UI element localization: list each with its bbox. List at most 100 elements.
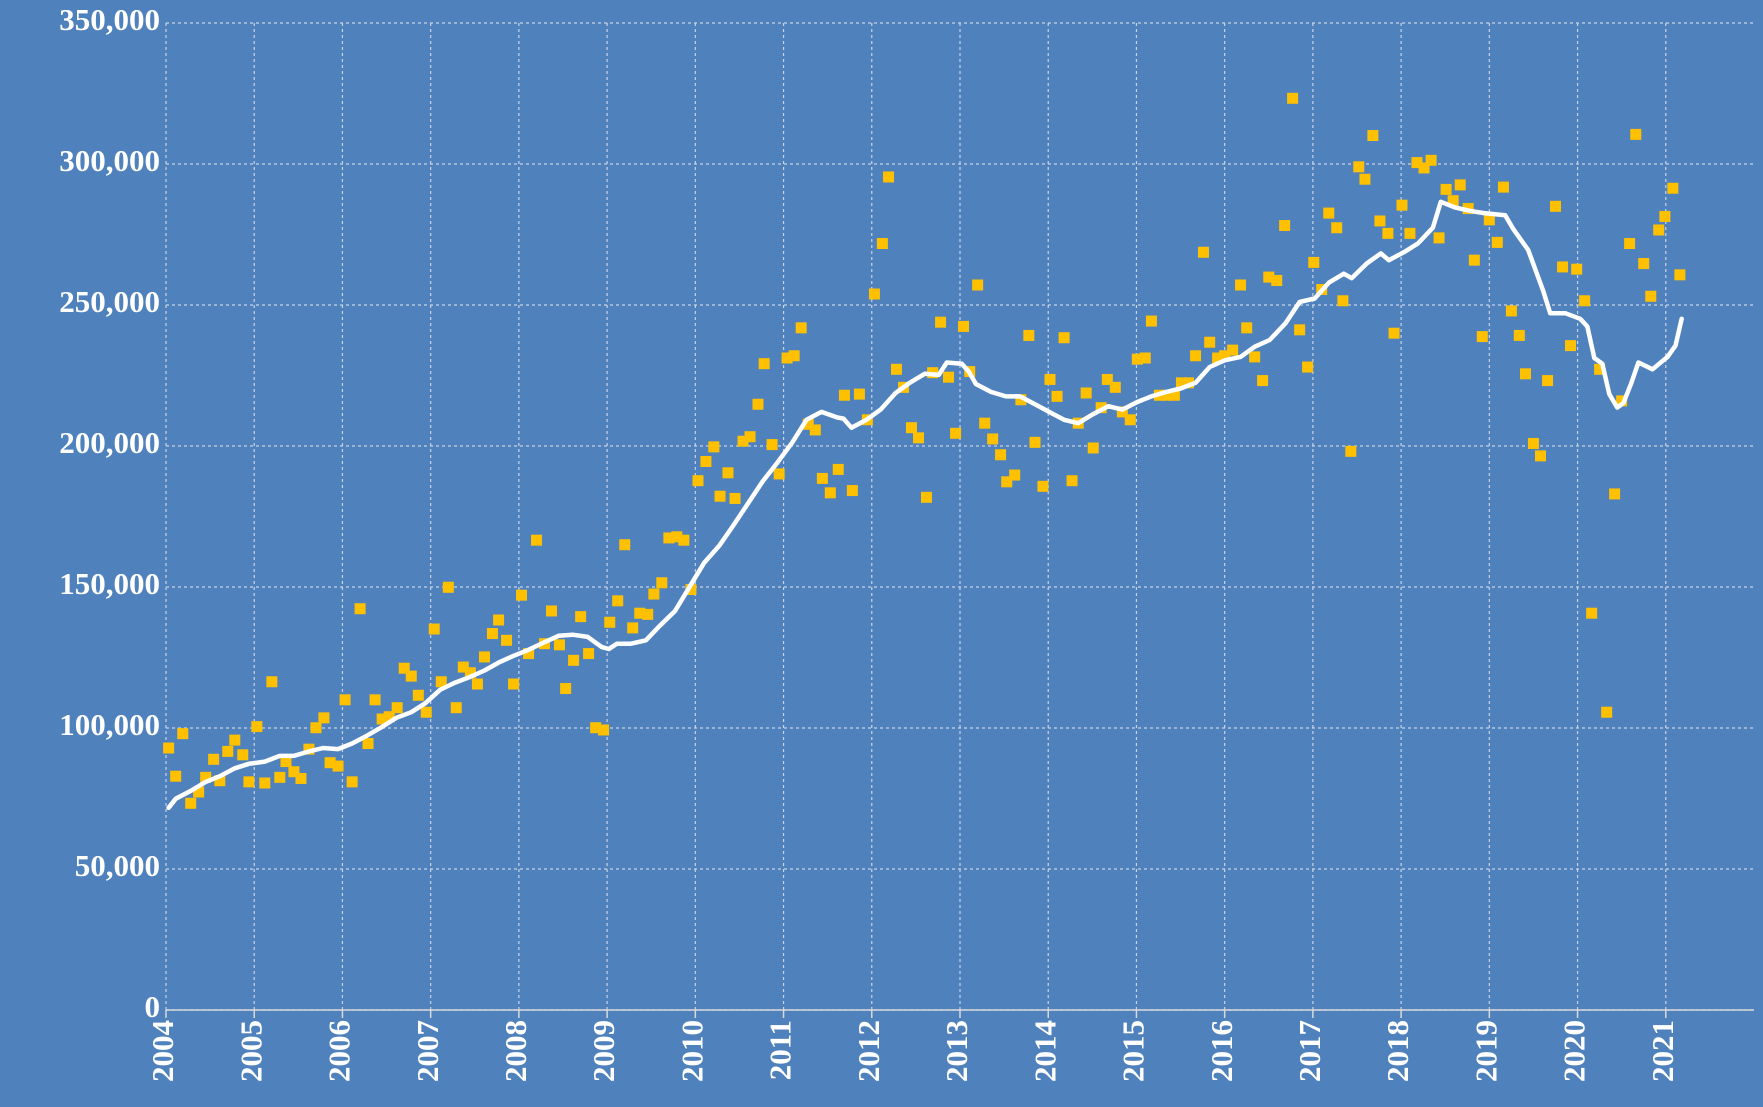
scatter-point	[1579, 295, 1591, 307]
x-tick-label: 2006	[322, 1020, 357, 1082]
scatter-point	[193, 786, 205, 798]
scatter-point	[508, 678, 520, 690]
scatter-point	[516, 589, 528, 601]
scatter-point	[708, 441, 720, 453]
scatter-point	[832, 463, 844, 475]
scatter-point	[1586, 607, 1598, 619]
scatter-point	[692, 475, 704, 487]
scatter-point	[758, 358, 770, 370]
scatter-point	[493, 614, 505, 626]
scatter-point	[1454, 179, 1466, 191]
scatter-point	[259, 777, 271, 789]
scatter-point	[354, 603, 366, 615]
scatter-point	[729, 492, 741, 504]
scatter-point	[1263, 271, 1275, 283]
scatter-point	[1058, 332, 1070, 344]
scatter-point	[950, 427, 962, 439]
scatter-point	[1168, 389, 1180, 401]
scatter-point	[766, 439, 778, 451]
scatter-point	[1101, 373, 1113, 385]
scatter-point	[1425, 154, 1437, 166]
scatter-point	[590, 722, 602, 734]
scatter-point	[471, 678, 483, 690]
scatter-point	[376, 713, 388, 725]
scatter-point	[280, 756, 292, 768]
scatter-point	[979, 417, 991, 429]
y-tick-label: 200,000	[59, 425, 160, 460]
scatter-point	[1279, 219, 1291, 231]
scatter-point	[1440, 183, 1452, 195]
x-tick-label: 2019	[1468, 1020, 1503, 1082]
scatter-point	[1491, 236, 1503, 248]
scatter-point	[1645, 290, 1657, 302]
y-tick-label: 50,000	[75, 848, 160, 883]
scatter-point	[288, 766, 300, 778]
scatter-point	[1294, 324, 1306, 336]
y-tick-label: 150,000	[59, 566, 160, 601]
scatter-point	[809, 424, 821, 436]
scatter-point	[486, 628, 498, 640]
scatter-point	[958, 320, 970, 332]
scatter-point	[795, 322, 807, 334]
scatter-point	[1497, 181, 1509, 193]
x-tick-label: 2009	[586, 1020, 621, 1082]
scatter-point	[1331, 222, 1343, 234]
scatter-point	[1249, 351, 1261, 363]
scatter-point	[737, 435, 749, 447]
scatter-point	[428, 623, 440, 635]
scatter-point	[868, 288, 880, 300]
scatter-point	[1483, 214, 1495, 226]
scatter-point	[295, 772, 307, 784]
scatter-point	[604, 616, 616, 628]
scatter-point	[369, 694, 381, 706]
scatter-point	[222, 745, 234, 757]
scatter-point	[838, 389, 850, 401]
scatter-point	[714, 490, 726, 502]
scatter-point	[612, 595, 624, 607]
scatter-point	[1674, 269, 1686, 281]
x-tick-label: 2010	[674, 1020, 709, 1082]
x-tick-label: 2016	[1204, 1020, 1239, 1082]
scatter-point	[163, 742, 175, 754]
scatter-point	[671, 531, 683, 543]
scatter-point	[1257, 375, 1269, 387]
scatter-point	[1182, 377, 1194, 389]
scatter-point	[1542, 375, 1554, 387]
scatter-point	[1160, 389, 1172, 401]
scatter-point	[685, 584, 697, 596]
scatter-point	[1029, 436, 1041, 448]
scatter-point	[1087, 442, 1099, 454]
scatter-point	[1015, 394, 1027, 406]
scatter-point	[1009, 469, 1021, 481]
scatter-point	[1513, 329, 1525, 341]
scatter-point	[405, 670, 417, 682]
scatter-point	[1616, 395, 1628, 407]
scatter-point	[1396, 199, 1408, 211]
scatter-point	[274, 771, 286, 783]
scatter-point	[1241, 322, 1253, 334]
x-tick-label: 2020	[1557, 1020, 1592, 1082]
x-tick-label: 2014	[1027, 1020, 1062, 1082]
scatter-point	[781, 352, 793, 364]
y-tick-label: 350,000	[59, 2, 160, 37]
scatter-point	[1345, 445, 1357, 457]
scatter-point	[1609, 488, 1621, 500]
scatter-point	[229, 734, 241, 746]
scatter-point	[722, 467, 734, 479]
scatter-point	[583, 648, 595, 660]
scatter-point	[648, 588, 660, 600]
scatter-point	[523, 648, 535, 660]
scatter-point	[310, 722, 322, 734]
scatter-point	[1197, 246, 1209, 258]
scatter-point	[1520, 368, 1532, 380]
scatter-point	[1131, 353, 1143, 365]
scatter-point	[1109, 381, 1121, 393]
scatter-point	[318, 712, 330, 724]
scatter-point	[1080, 387, 1092, 399]
scatter-point	[987, 433, 999, 445]
scatter-point	[1219, 350, 1231, 362]
scatter-point	[773, 468, 785, 480]
scatter-point	[744, 431, 756, 443]
scatter-point	[1359, 173, 1371, 185]
scatter-point	[1302, 361, 1314, 373]
